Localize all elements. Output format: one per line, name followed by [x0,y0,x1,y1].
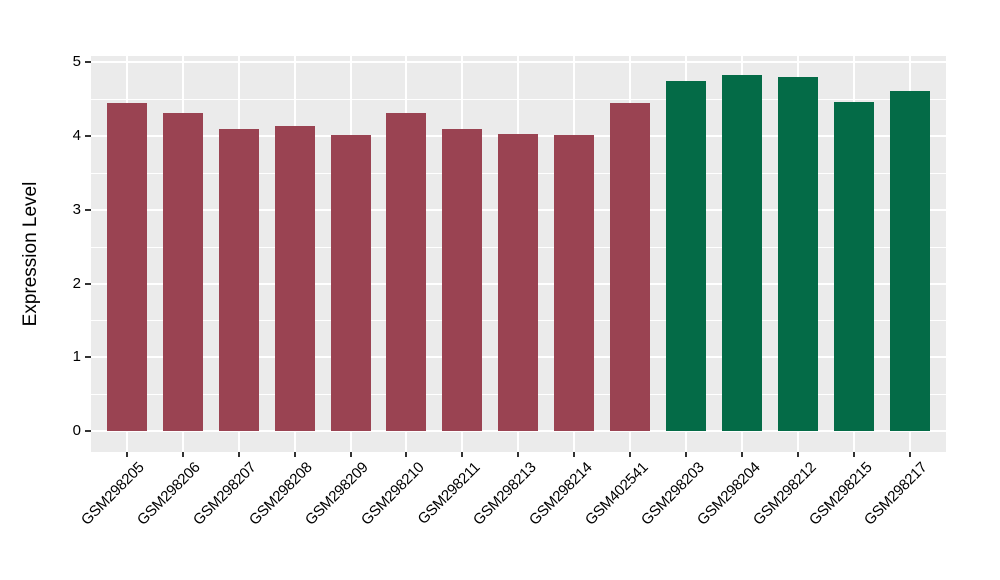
plot-panel [91,56,946,452]
y-tick-label: 5 [72,53,81,71]
y-tick-mark [85,208,91,211]
bar-GSM298217 [890,91,930,431]
bar-GSM298204 [722,74,763,431]
x-tick-mark [517,452,520,457]
y-tick-label: 3 [72,200,81,218]
bar-GSM298206 [162,113,203,431]
x-tick-mark [405,452,408,457]
bar-GSM298211 [442,128,483,431]
bar-GSM298213 [498,133,539,431]
h-gridline-minor [91,99,946,101]
y-tick-mark [85,282,91,285]
bar-GSM298215 [834,102,875,431]
x-tick-mark [125,452,128,457]
h-gridline-major [91,61,946,64]
bar-GSM298205 [106,102,147,431]
y-axis-title: Expression Level [20,181,41,327]
y-tick-mark [85,356,91,359]
bar-GSM298203 [666,80,707,431]
x-tick-mark [573,452,576,457]
x-tick-mark [293,452,296,457]
bar-GSM298209 [330,134,371,431]
x-tick-mark [741,452,744,457]
bar-GSM298210 [386,113,427,431]
y-tick-mark [85,430,91,432]
bar-GSM298207 [218,128,259,431]
x-tick-mark [685,452,688,457]
y-tick-mark [85,61,91,64]
bar-GSM298208 [274,125,315,431]
y-tick-label: 4 [72,127,81,145]
x-tick-mark [349,452,352,457]
x-tick-mark [853,452,856,457]
y-tick-label: 0 [72,422,81,439]
x-tick-mark [909,452,911,457]
y-tick-mark [85,135,91,138]
bar-GSM298214 [554,134,595,431]
y-tick-label: 1 [72,348,81,366]
bar-GSM402541 [610,102,651,431]
y-tick-label: 2 [72,274,81,292]
x-tick-mark [629,452,632,457]
h-gridline-major [91,430,946,432]
bar-GSM298212 [778,77,819,431]
x-tick-mark [237,452,240,457]
x-tick-mark [461,452,464,457]
x-tick-mark [181,452,184,457]
x-tick-mark [797,452,800,457]
